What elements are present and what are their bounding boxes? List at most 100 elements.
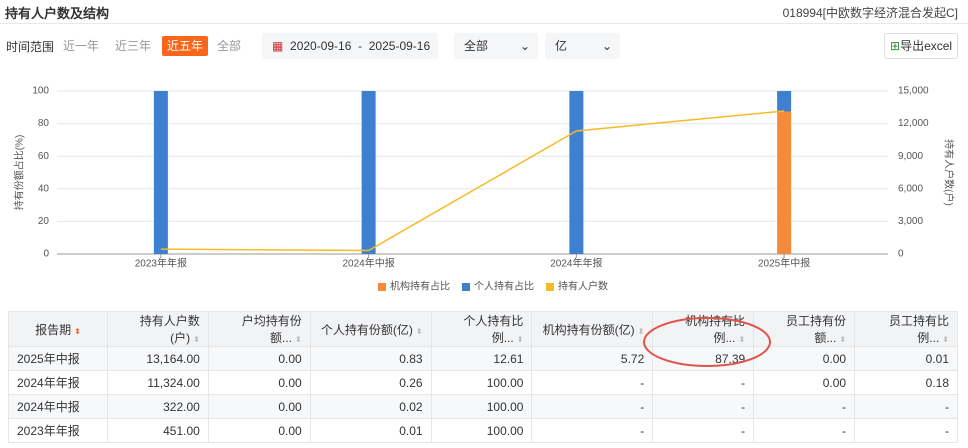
- table-cell: -: [652, 370, 755, 395]
- header-text: 户均持有份额...: [241, 314, 302, 345]
- bar: [777, 111, 792, 255]
- bar: [153, 91, 168, 254]
- chart: 0 20 40 60 80 100 0 3,000 6,000 9,000 12,000 15,000…: [13, 86, 956, 293]
- table-cell: 13,164.00: [106, 346, 209, 371]
- table-cell: 2024年年报: [8, 370, 108, 395]
- column-header[interactable]: 机构持有份额(亿) ⬍: [531, 311, 654, 347]
- sort-icon[interactable]: ⬍: [516, 335, 524, 344]
- title: 持有人户数及结构: [5, 6, 110, 21]
- header-text: 员工持有比例...: [888, 314, 949, 345]
- header-text: 个人持有份额(亿): [320, 322, 413, 337]
- x-tick-label: 2025年中报: [758, 257, 810, 270]
- x-tick-label: 2024年年报: [550, 257, 602, 270]
- header-text: 员工持有份额...: [786, 314, 847, 345]
- table-row: 2023年年报 451.00 0.00 0.01 100.00- - - -: [8, 418, 958, 443]
- table-cell: 0.00: [207, 346, 311, 371]
- table-cell: 0.00: [207, 394, 311, 419]
- column-header[interactable]: 员工持有比例... ⬍: [854, 311, 958, 347]
- y2-tick-label: 3,000: [898, 216, 923, 227]
- date-picker[interactable]: ▦ 2020-09-16 - 2025-09-16: [262, 33, 438, 59]
- table-cell: -: [753, 418, 856, 443]
- table-cell: -: [652, 394, 755, 419]
- table-cell: 100.00: [430, 394, 533, 419]
- range-option[interactable]: 近三年: [115, 39, 152, 53]
- range-option[interactable]: 近五年: [162, 36, 209, 56]
- sort-icon[interactable]: ⬍: [942, 335, 949, 344]
- y-axis-label: 持有份额占比(%): [13, 135, 26, 211]
- sort-icon[interactable]: ⬍: [193, 335, 200, 344]
- table-cell: 5.72: [531, 346, 654, 371]
- table-cell: 2023年年报: [8, 418, 108, 443]
- table-cell: 11,324.00: [106, 370, 209, 395]
- y2-tick-label: 9,000: [898, 151, 923, 162]
- legend-swatch: [378, 283, 386, 291]
- divider: [0, 23, 968, 24]
- header-text: 个人持有比例...: [463, 314, 524, 345]
- table-cell: 0.18: [854, 370, 958, 395]
- table-cell: -: [753, 394, 856, 419]
- table-row: 2024年中报 322.00 0.00 0.02 100.00- - - -: [8, 394, 958, 419]
- header-text: 报告期: [35, 322, 72, 337]
- select-text: 全部: [464, 39, 489, 53]
- table-cell: 0.00: [753, 370, 856, 395]
- legend-swatch: [462, 283, 470, 291]
- table-cell: 12.61: [430, 346, 533, 371]
- export-text: 导出excel: [900, 39, 953, 53]
- legend-swatch: [546, 283, 554, 291]
- y2-tick-label: 6,000: [898, 183, 923, 194]
- export-button[interactable]: ⊞导出excel: [884, 33, 959, 59]
- table-cell: -: [854, 394, 958, 419]
- table-cell: 322.00: [106, 394, 209, 419]
- table-row: 2025年中报 13,164.00 0.00 0.83 12.61 5.72 87.39 0.…: [8, 346, 958, 371]
- highlight-circle: [643, 317, 771, 367]
- sort-icon[interactable]: ⬍: [295, 335, 302, 344]
- sort-icon[interactable]: ⬍: [637, 326, 645, 336]
- table-cell: -: [652, 418, 755, 443]
- line: [160, 110, 785, 252]
- sort-icon[interactable]: ⬍: [839, 335, 847, 344]
- y-tick-label: 40: [38, 183, 50, 194]
- table-cell: 0.26: [309, 370, 432, 395]
- y-tick-label: 80: [38, 118, 50, 129]
- fund-name: 018994[中欧数字经济混合发起C]: [782, 6, 958, 20]
- sort-icon[interactable]: ⬍: [74, 326, 81, 336]
- table-cell: -: [531, 394, 654, 419]
- column-header[interactable]: 个人持有比例... ⬍: [430, 311, 533, 347]
- select-type[interactable]: 全部 ⌄: [454, 33, 538, 59]
- legend-label: 持有人户数: [558, 280, 608, 293]
- sort-icon[interactable]: ⬍: [415, 326, 423, 336]
- y-tick-label: 0: [43, 249, 49, 260]
- select-text: 亿: [555, 39, 568, 53]
- table-cell: 87.39: [652, 346, 755, 371]
- header-text: 持有人户数(户): [139, 314, 200, 345]
- range-option[interactable]: 近一年: [63, 39, 100, 53]
- legend-label: 机构持有占比: [390, 280, 450, 293]
- bar: [777, 91, 792, 112]
- table-cell: 100.00: [430, 418, 533, 443]
- column-header[interactable]: 户均持有份额... ⬍: [207, 311, 311, 347]
- range-option[interactable]: 全部: [217, 39, 242, 53]
- table-cell: -: [531, 370, 654, 395]
- bar: [569, 91, 584, 254]
- sort-icon[interactable]: ⬍: [738, 335, 746, 344]
- column-header[interactable]: 报告期 ⬍: [8, 311, 108, 347]
- date-sep: -: [358, 39, 363, 53]
- table-cell: 451.00: [106, 418, 209, 443]
- y2-tick-label: 12,000: [898, 118, 929, 129]
- y2-tick-label: 0: [898, 249, 904, 260]
- column-header[interactable]: 个人持有份额(亿) ⬍: [309, 311, 432, 347]
- bar: [361, 91, 376, 254]
- data-table: 报告期 ⬍ 持有人户数(户) ⬍ 户均持有份额... ⬍ 个人持有份额(亿) ⬍ 个人持有比例.…: [8, 311, 958, 443]
- column-header[interactable]: 持有人户数(户) ⬍: [106, 311, 209, 347]
- date-start: 2020-09-16: [290, 39, 352, 53]
- date-end: 2025-09-16: [368, 39, 431, 53]
- x-tick-label: 2023年年报: [135, 257, 187, 270]
- select-unit[interactable]: 亿 ⌄: [545, 33, 620, 59]
- y-tick-label: 100: [32, 86, 49, 97]
- y-tick-label: 20: [38, 216, 50, 227]
- table-cell: 0.00: [207, 370, 311, 395]
- table-cell: -: [531, 418, 654, 443]
- y2-tick-label: 15,000: [898, 86, 929, 97]
- table-cell: 2024年中报: [8, 394, 108, 419]
